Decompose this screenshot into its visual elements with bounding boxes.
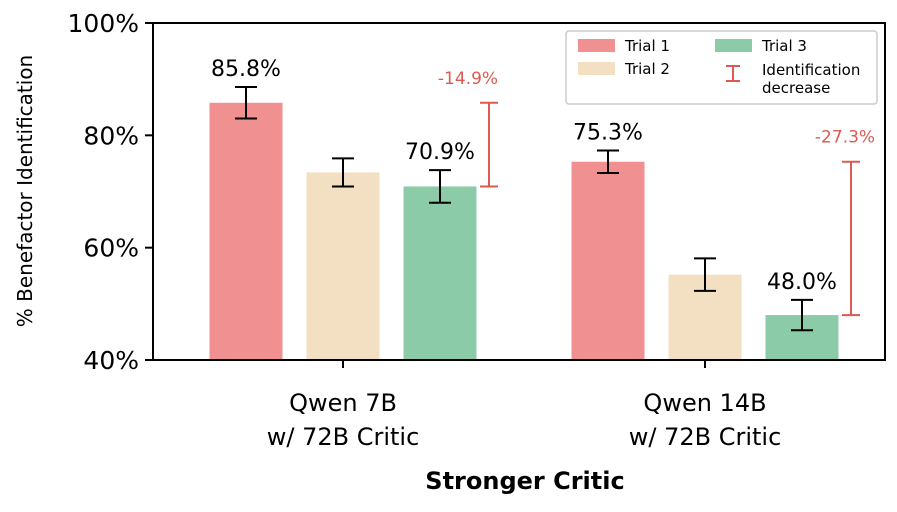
y-tick-label: 80% (83, 121, 139, 150)
decrease-label: -27.3% (815, 128, 875, 148)
legend-swatch-2 (578, 62, 615, 75)
x-tick-label: Qwen 14B (643, 389, 766, 417)
y-tick-label: 100% (68, 9, 139, 38)
legend-label-1: Trial 1 (624, 37, 670, 55)
bar-trial-1-2 (571, 161, 645, 360)
value-label: 70.9% (405, 140, 475, 165)
x-axis-title: Stronger Critic (425, 467, 624, 495)
y-axis-title: % Benefactor Identification (13, 55, 37, 327)
bar-trial-1-1 (209, 102, 283, 361)
value-label: 48.0% (767, 270, 837, 295)
legend-swatch-1 (578, 39, 615, 52)
x-tick-label-sub: w/ 72B Critic (267, 423, 420, 451)
legend-label-decrease-sub: decrease (762, 79, 830, 97)
legend-label-decrease: Identification (762, 61, 860, 79)
value-label: 75.3% (573, 120, 643, 145)
y-tick-label: 60% (83, 234, 139, 263)
value-label: 85.8% (211, 57, 281, 82)
bar-trial-2-1 (306, 172, 380, 360)
x-tick-label: Qwen 7B (289, 389, 397, 417)
y-tick-label: 40% (83, 346, 139, 375)
legend-box (565, 30, 878, 105)
x-tick-label-sub: w/ 72B Critic (629, 423, 782, 451)
decrease-label: -14.9% (438, 69, 498, 89)
legend-swatch-3 (715, 39, 752, 52)
plot-frame (152, 22, 886, 361)
bar-trial-3-1 (403, 186, 477, 360)
legend-label-3: Trial 3 (761, 37, 807, 55)
legend-label-2: Trial 2 (624, 60, 670, 78)
